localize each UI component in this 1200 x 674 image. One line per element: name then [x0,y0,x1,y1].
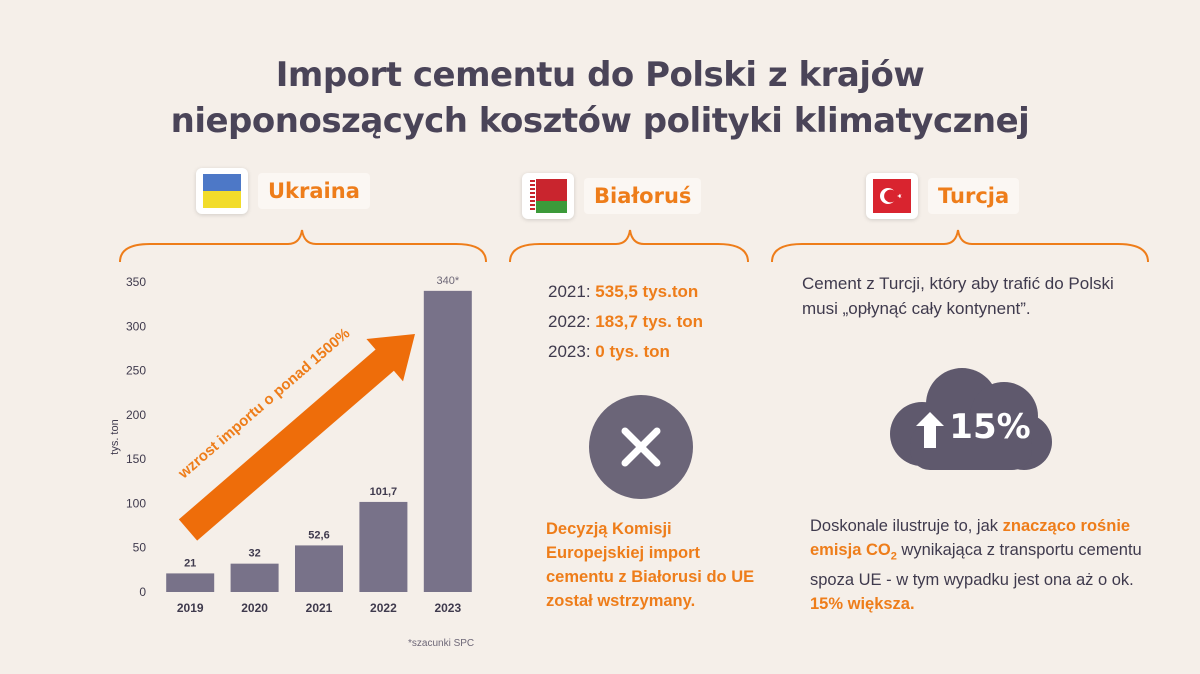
belarus-year: 2022: [548,312,591,331]
ukraine-flag-icon [196,168,248,214]
y-tick-label: 350 [126,275,146,289]
x-tick-label: 2021 [306,601,333,615]
belarus-value: 535,5 tys.ton [595,282,699,301]
belarus-row-2022: 2022: 183,7 tys. ton [548,312,703,332]
country-header-belarus: Białoruś [522,173,702,219]
y-tick-label: 200 [126,408,146,422]
country-name-ukraine: Ukraina [258,173,370,209]
country-name-belarus: Białoruś [584,178,702,214]
cloud-shape: 15% [890,368,1052,470]
x-icon [589,395,693,499]
turkey-text-part1: Doskonale ilustruje to, jak [810,517,1003,535]
turkey-emission-text: Doskonale ilustruje to, jak znacząco roś… [810,514,1150,616]
title-line-2: nieponoszących kosztów polityki klimatyc… [170,101,1030,141]
country-header-ukraine: Ukraina [196,168,370,214]
belarus-row-2021: 2021: 535,5 tys.ton [548,282,698,302]
arrow-up-icon [916,412,944,448]
turkey-text-highlight1: znacząco rośnie emisja CO [810,517,1131,559]
title-line-1: Import cementu do Polski z krajów [275,55,925,95]
bars: 21 2019 32 2020 52,6 2021 101,7 2022 340* 2023 [166,275,472,615]
chart-footnote: *szacunki SPC [408,638,475,649]
y-tick-label: 50 [133,541,147,555]
x-tick-label: 2023 [434,601,461,615]
y-tick-label: 150 [126,452,146,466]
brace-belarus [509,229,749,263]
bar-2023 [423,290,472,592]
bar-value-label: 32 [248,548,260,560]
belarus-row-2023: 2023: 0 tys. ton [548,342,670,362]
y-tick-label: 100 [126,496,146,510]
belarus-flag-icon [522,173,574,219]
bar-value-label: 21 [184,557,196,569]
bar-value-label: 101,7 [370,486,398,498]
turkey-text-part2: wynikająca z transportu cementu spoza UE… [810,541,1142,590]
brace-ukraine [119,229,487,263]
belarus-decision-text: Decyzją Komisji Europejskiej import ceme… [546,520,755,610]
page-title: Import cementu do Polski z krajów niepon… [0,52,1200,144]
y-axis: 0 50 100 150 200 250 300 350 [126,275,146,599]
braces [119,229,1149,263]
country-name-turkey: Turcja [928,178,1020,214]
y-axis-label: tys. ton [109,419,121,454]
x-tick-label: 2022 [370,601,397,615]
belarus-value: 0 tys. ton [595,342,670,361]
growth-arrow-shape [178,334,415,541]
turkey-flag-icon [866,173,918,219]
bar-2022 [359,501,408,592]
turkey-description: Cement z Turcji, który aby trafić do Pol… [802,274,1114,318]
bar-2021 [295,545,343,592]
ukraine-bar-chart: 0 50 100 150 200 250 300 350 21 2019 32 2020 52,6 20… [109,275,472,615]
belarus-year: 2023: [548,342,591,361]
bar-2020 [230,563,279,592]
x-tick-label: 2020 [241,601,268,615]
turkey-text-highlight2: 15% większa. [810,595,915,614]
y-tick-label: 300 [126,319,146,333]
turkey-text-sub: 2 [890,550,897,563]
y-tick-label: 0 [139,585,146,599]
bar-value-label: 340* [436,275,459,287]
y-tick-label: 250 [126,364,146,378]
brace-turkey [771,229,1149,263]
cloud-value: 15% [949,407,1030,447]
bar-2019 [166,573,215,592]
belarus-value: 183,7 tys. ton [595,312,703,331]
country-header-turkey: Turcja [866,173,1020,219]
x-tick-label: 2019 [177,601,204,615]
bar-value-label: 52,6 [308,529,329,541]
belarus-year: 2021: [548,282,591,301]
